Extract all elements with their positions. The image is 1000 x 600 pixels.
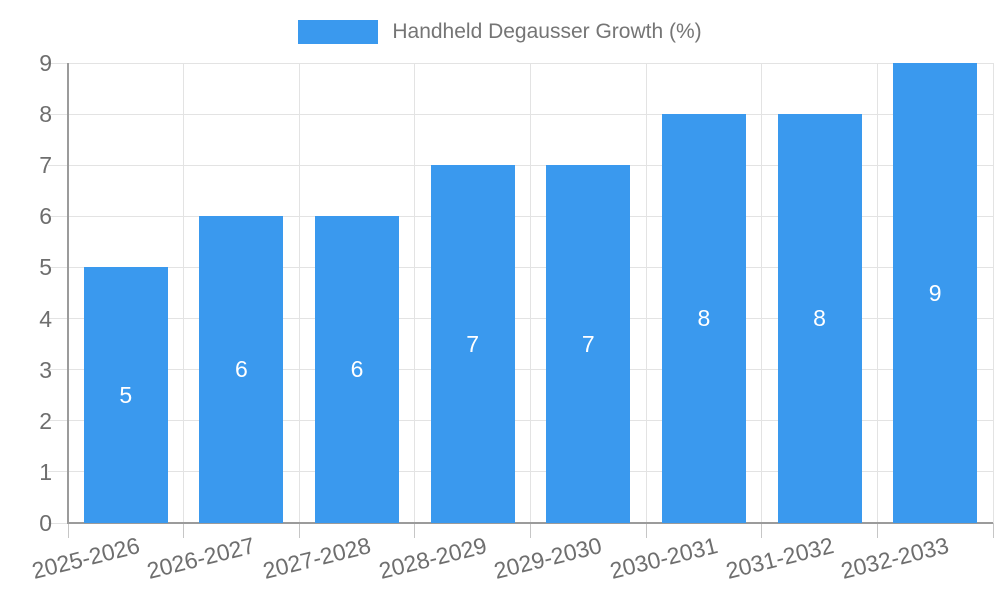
bar-value-label: 7 [581, 330, 595, 357]
bar-2031-2032[interactable]: 8 [777, 114, 862, 523]
x-axis-category-label: 2030-2031 [607, 532, 721, 584]
x-gridline [298, 63, 300, 523]
x-axis-tick [414, 523, 416, 538]
y-axis-tick-label: 2 [39, 407, 52, 434]
y-gridline [48, 62, 993, 64]
y-axis-tick-label: 8 [39, 101, 52, 128]
y-axis-tick-label: 3 [39, 356, 52, 383]
x-gridline [876, 63, 878, 523]
x-axis-tick [992, 523, 994, 538]
x-axis-category-label: 2032-2033 [838, 532, 952, 584]
x-axis-category-label: 2028-2029 [375, 532, 489, 584]
y-axis-tick-label: 1 [39, 458, 52, 485]
x-gridline [992, 63, 994, 523]
bar-value-label: 6 [235, 356, 248, 383]
x-axis-tick [67, 523, 69, 538]
bar-2026-2027[interactable]: 6 [199, 216, 284, 523]
x-axis-category-label: 2026-2027 [144, 532, 258, 584]
x-gridline [761, 63, 763, 523]
bar-2027-2028[interactable]: 6 [315, 216, 400, 523]
x-axis-tick [298, 523, 300, 538]
x-gridline [530, 63, 531, 523]
y-axis-tick-label: 4 [39, 305, 52, 332]
x-axis-tick [761, 523, 763, 538]
x-axis-category-label: 2031-2032 [722, 532, 836, 584]
bar-value-label: 5 [119, 381, 133, 408]
bar-2025-2026[interactable]: 5 [83, 267, 168, 523]
x-axis-category-label: 2027-2028 [260, 532, 374, 584]
bar-2029-2030[interactable]: 7 [546, 165, 631, 523]
x-axis-category-label: 2025-2026 [29, 532, 143, 584]
bar-2028-2029[interactable]: 7 [430, 165, 515, 523]
bar-value-label: 8 [813, 305, 826, 332]
x-axis-line [67, 522, 993, 524]
legend-label: Handheld Degausser Growth (%) [392, 20, 702, 43]
x-gridline [645, 63, 647, 523]
x-axis-tick [183, 523, 185, 538]
chart-legend[interactable]: Handheld Degausser Growth (%) [0, 19, 1000, 45]
bar-value-label: 9 [928, 279, 942, 306]
x-gridline [414, 63, 416, 523]
x-axis-category-label: 2029-2030 [491, 532, 605, 584]
legend-swatch [298, 20, 379, 44]
x-gridline [183, 63, 185, 523]
y-axis-tick-label: 6 [39, 203, 52, 230]
x-axis-tick [530, 523, 531, 538]
y-axis-tick-label: 9 [39, 50, 52, 76]
bar-2030-2031[interactable]: 8 [661, 114, 746, 523]
bar-value-label: 6 [350, 356, 364, 383]
y-axis-tick-label: 7 [39, 152, 52, 179]
bar-2032-2033[interactable]: 9 [893, 63, 978, 523]
bar-value-label: 7 [466, 330, 480, 357]
bar-value-label: 8 [697, 305, 711, 332]
y-axis-tick-label: 0 [39, 510, 52, 536]
x-axis-tick [645, 523, 647, 538]
x-axis-tick [876, 523, 878, 538]
y-axis-line [67, 63, 69, 523]
y-axis-tick-label: 5 [39, 254, 52, 281]
